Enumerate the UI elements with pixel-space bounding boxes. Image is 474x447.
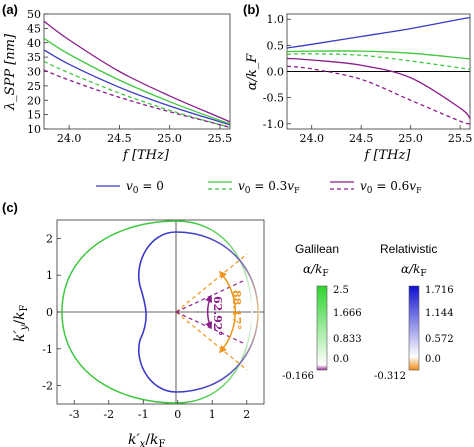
galilean-contour xyxy=(61,220,177,404)
chart-b-ytick-label: -1.0 xyxy=(263,118,284,131)
relTicks-label: -0.312 xyxy=(374,371,406,382)
chart-a-ytick-label: 25 xyxy=(27,80,41,93)
relTicks-label: 1.716 xyxy=(425,285,454,296)
chart-a-series-1 xyxy=(43,37,231,124)
chart-a-xtick-label: 24.0 xyxy=(57,132,82,145)
chart-b-y-axis-label: α/k_F xyxy=(245,53,260,91)
panel-label-c: (c) xyxy=(2,200,18,215)
colorbar-relativistic-ticks: 1.716 1.144 0.572 0.0 -0.312 xyxy=(374,285,454,382)
purple-angle-arc xyxy=(205,294,213,330)
chart-c-y-axis-label: k′y/kF xyxy=(12,304,30,342)
chart-c-ytick-label: 1 xyxy=(46,269,53,282)
relTicks-label: 1.144 xyxy=(425,308,454,319)
chart-b-series-1 xyxy=(286,50,471,60)
galTicks-label: 2.5 xyxy=(333,285,349,296)
chart-c-xtick-label: -3 xyxy=(69,408,80,421)
legend-label-v0: v0 = 0 xyxy=(126,179,164,196)
legend-label-v03: v0 = 0.3vF xyxy=(238,179,300,196)
colorbar-galilean-quantity: α/kF xyxy=(303,262,329,279)
panel-label-a: (a) xyxy=(2,2,18,17)
chart-c-x-axis-label: k′x/kF xyxy=(128,432,166,447)
chart-c-xtick-label: -1 xyxy=(138,408,149,421)
galilean-contour-right xyxy=(175,220,253,404)
colorbar-galilean: Galilean α/kF 2.5 1.666 0.833 0.0 -0.166 xyxy=(282,242,362,382)
relativistic-contour-right xyxy=(175,231,259,393)
chart-c-ytick-label: 2 xyxy=(46,232,53,245)
chart-c: 62.92° 88.17° -3 -2 -1 0 1 2 2 1 0 -1 -2 k′x/kF k′… xyxy=(12,219,265,447)
colorbar-relativistic: Relativistic α/kF 1.716 1.144 0.572 0.0 -0.3… xyxy=(374,242,454,382)
chart-c-xtick-label: 1 xyxy=(209,408,216,421)
legend: v0 = 0 v0 = 0.3vF v0 = 0.6vF xyxy=(96,179,422,196)
panel-label-b: (b) xyxy=(243,2,260,17)
chart-a-series-3 xyxy=(43,20,231,123)
chart-a-y-axis-label: λ_SPP [nm] xyxy=(3,33,18,111)
chart-b-x-axis-label: f [THz] xyxy=(364,148,412,163)
chart-a-xtick-label: 25.0 xyxy=(157,132,182,145)
chart-b-series-3 xyxy=(286,57,471,119)
chart-b-xtick-label: 24.0 xyxy=(299,132,324,145)
chart-b-ytick-label: -0.5 xyxy=(263,92,284,105)
colorbar-galilean-bar xyxy=(316,285,328,371)
galTicks-label: 1.666 xyxy=(333,308,362,319)
chart-b-ytick-label: 0.5 xyxy=(267,39,285,52)
chart-c-ytick-label: -1 xyxy=(42,343,53,356)
relTicks-label: 0.572 xyxy=(425,334,454,345)
orange-angle-label: 88.17° xyxy=(230,290,243,330)
galTicks-label: -0.166 xyxy=(282,371,314,382)
chart-a-x-axis-label: f [THz] xyxy=(122,148,170,163)
relativistic-contour xyxy=(138,231,177,393)
chart-a-ytick-label: 15 xyxy=(27,109,41,122)
chart-b: 24.0 24.5 25.0 25.5 1.0 0.5 0.0 -0.5 -1.0 f [THz]… xyxy=(245,13,472,163)
chart-a-frame xyxy=(43,13,231,130)
chart-c-ytick-label: -2 xyxy=(42,380,53,393)
chart-c-xtick-label: -2 xyxy=(103,408,114,421)
purple-angle-label: 62.92° xyxy=(211,296,224,336)
chart-b-series-4 xyxy=(286,65,471,125)
chart-a-ytick-label: 50 xyxy=(27,8,41,21)
chart-b-xtick-label: 25.0 xyxy=(398,132,423,145)
chart-b-ytick-label: 1.0 xyxy=(267,13,285,26)
chart-a-ytick-label: 40 xyxy=(27,37,41,50)
chart-a-xtick-label: 24.5 xyxy=(107,132,132,145)
orange-ray-lower xyxy=(175,311,248,371)
colorbar-relativistic-bar xyxy=(408,285,420,371)
colorbar-galilean-title: Galilean xyxy=(295,242,339,256)
galTicks-label: 0.0 xyxy=(333,354,349,365)
chart-a-series-4 xyxy=(43,69,231,129)
chart-a-series-0 xyxy=(43,49,231,126)
relTicks-label: 0.0 xyxy=(425,354,441,365)
chart-b-series-0 xyxy=(286,17,471,49)
orange-ray-upper xyxy=(175,253,248,313)
colorbar-galilean-ticks: 2.5 1.666 0.833 0.0 -0.166 xyxy=(282,285,362,382)
colorbar-relativistic-quantity: α/kF xyxy=(401,262,427,279)
chart-c-xtick-label: 0 xyxy=(174,408,181,421)
chart-b-xtick-label: 25.5 xyxy=(448,132,473,145)
orange-angle-arc xyxy=(219,270,237,354)
chart-c-ytick-label: 0 xyxy=(46,306,53,319)
chart-b-xtick-label: 24.5 xyxy=(349,132,374,145)
chart-b-ytick-label: 0.0 xyxy=(267,66,285,79)
chart-c-ticks: -3 -2 -1 0 1 2 2 1 0 -1 -2 xyxy=(42,232,250,421)
chart-a-xtick-label: 25.5 xyxy=(208,132,233,145)
chart-a-ytick-label: 45 xyxy=(27,22,41,35)
legend-label-v06: v0 = 0.6vF xyxy=(360,179,422,196)
chart-a-ytick-label: 10 xyxy=(27,123,41,136)
chart-a-ytick-label: 35 xyxy=(27,51,41,64)
chart-c-xtick-label: 2 xyxy=(243,408,250,421)
chart-b-series-2 xyxy=(286,53,471,71)
galTicks-label: 0.833 xyxy=(333,334,362,345)
colorbar-relativistic-title: Relativistic xyxy=(380,242,437,256)
chart-a-ytick-label: 20 xyxy=(27,94,41,107)
chart-a-series-2 xyxy=(43,60,231,128)
chart-a-ytick-label: 30 xyxy=(27,66,41,79)
